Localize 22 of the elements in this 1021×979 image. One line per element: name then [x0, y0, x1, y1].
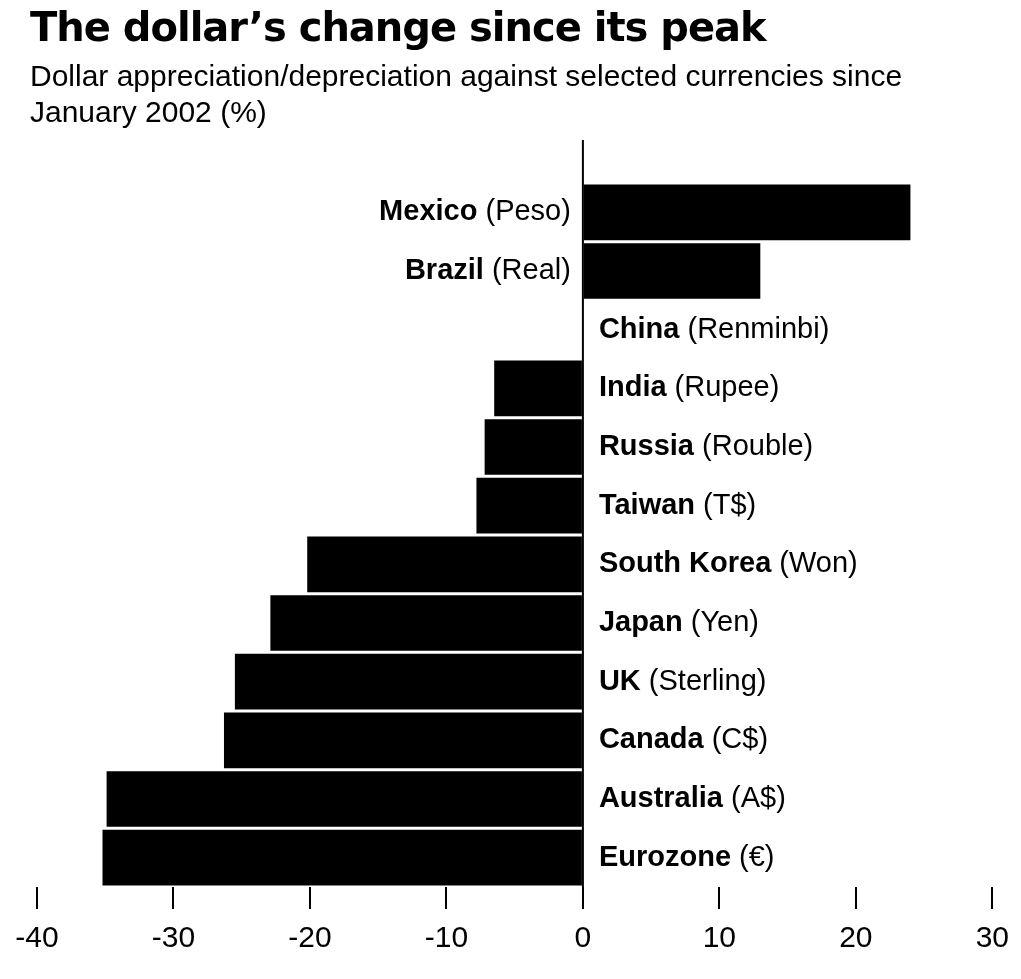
- y-tick-label: Russia (Rouble): [598, 429, 814, 461]
- x-tick-label: 10: [702, 920, 737, 954]
- chart-title: The dollar’s change since its peak: [30, 4, 766, 50]
- y-tick-label: Canada (C$): [598, 722, 769, 755]
- y-tick-label: China (Renminbi): [598, 311, 830, 344]
- chart-subtitle: Dollar appreciation/depreciation against selected currencies since January 2002 (%): [30, 58, 904, 130]
- y-tick-label: Brazil (Real): [404, 253, 571, 285]
- x-tick-label: 20: [839, 920, 873, 954]
- x-tick-label: 30: [975, 920, 1009, 954]
- y-tick-label: Australia (A$): [598, 781, 786, 813]
- y-tick-label: Japan (Yen): [598, 605, 760, 637]
- x-tick-label: -10: [424, 920, 469, 954]
- y-tick-label: India (Rupee): [598, 370, 780, 403]
- x-tick-label: -30: [151, 920, 196, 954]
- y-tick-label: South Korea (Won): [598, 546, 858, 579]
- x-tick-label: 0: [574, 920, 592, 954]
- y-tick-label: Mexico (Peso): [379, 194, 571, 227]
- y-tick-label: Taiwan (T$): [598, 487, 757, 520]
- y-tick-label: UK (Sterling): [598, 663, 767, 696]
- x-tick-label: -40: [15, 920, 59, 954]
- x-tick-label: -20: [288, 920, 332, 954]
- y-tick-label: Eurozone (€): [598, 839, 775, 872]
